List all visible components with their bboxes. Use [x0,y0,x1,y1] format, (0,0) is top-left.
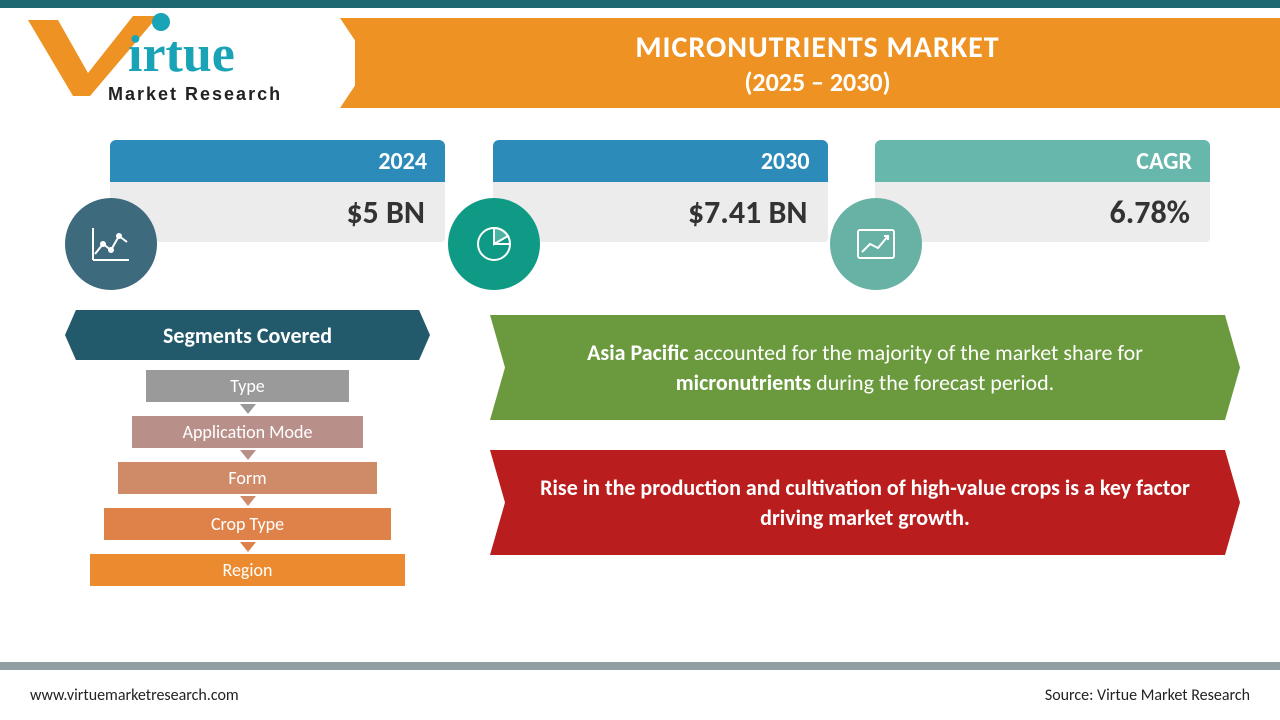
callout-bold: Asia Pacific [587,339,689,366]
card-label: CAGR [1136,147,1192,176]
stat-card-2030: 2030 $7.41 BN [493,140,828,260]
segment-item: Form [118,462,377,494]
card-label: 2030 [761,147,810,176]
bottom-rule [0,662,1280,670]
segment-item: Region [90,554,405,586]
chevron-down-icon [240,404,256,414]
chevron-down-icon [240,496,256,506]
callout-text: during the forecast period. [811,369,1054,396]
segment-item: Crop Type [104,508,391,540]
card-value: 6.78% [875,182,1210,242]
card-value: $7.41 BN [493,182,828,242]
callout-driver: Rise in the production and cultivation o… [490,450,1240,555]
report-title: MICRONUTRIENTS MARKET [635,29,999,66]
card-value: $5 BN [110,182,445,242]
card-tab: 2024 [110,140,445,182]
footer: www.virtuemarketresearch.com Source: Vir… [0,670,1280,720]
header-banner: MICRONUTRIENTS MARKET (2025 – 2030) [355,18,1280,108]
card-label: 2024 [378,147,427,176]
page: irtue Market Research MICRONUTRIENTS MAR… [0,0,1280,720]
growth-icon [830,198,922,290]
pie-icon [448,198,540,290]
stat-card-2024: 2024 $5 BN [110,140,445,260]
callout-region: Asia Pacific accounted for the majority … [490,315,1240,420]
footer-url: www.virtuemarketresearch.com [30,686,239,705]
callout-text: accounted for the majority of the market… [689,339,1143,366]
chevron-down-icon [240,450,256,460]
card-tab: CAGR [875,140,1210,182]
segments-list: Type Application Mode Form Crop Type Region [90,370,405,600]
callout-bold: key factor [1100,474,1190,501]
callout-bold: micronutrients [676,369,811,396]
segment-item: Application Mode [132,416,363,448]
footer-source: Source: Virtue Market Research [1045,686,1250,705]
segments-header: Segments Covered [65,310,430,360]
card-tab: 2030 [493,140,828,182]
callout-text: Rise in the production and cultivation o… [540,474,1100,501]
chevron-down-icon [240,542,256,552]
top-bar [0,0,1280,8]
brand-logo: irtue Market Research [18,8,338,113]
report-period: (2025 – 2030) [744,66,890,98]
stat-cards: 2024 $5 BN 2030 $7.41 BN [110,140,1210,275]
stat-card-cagr: CAGR 6.78% [875,140,1210,260]
line-chart-icon [65,198,157,290]
segment-item: Type [146,370,349,402]
callout-text: driving market growth. [760,504,970,531]
logo-text: irtue [128,26,235,83]
svg-text:Market Research: Market Research [108,84,282,104]
segments-title: Segments Covered [163,322,332,349]
